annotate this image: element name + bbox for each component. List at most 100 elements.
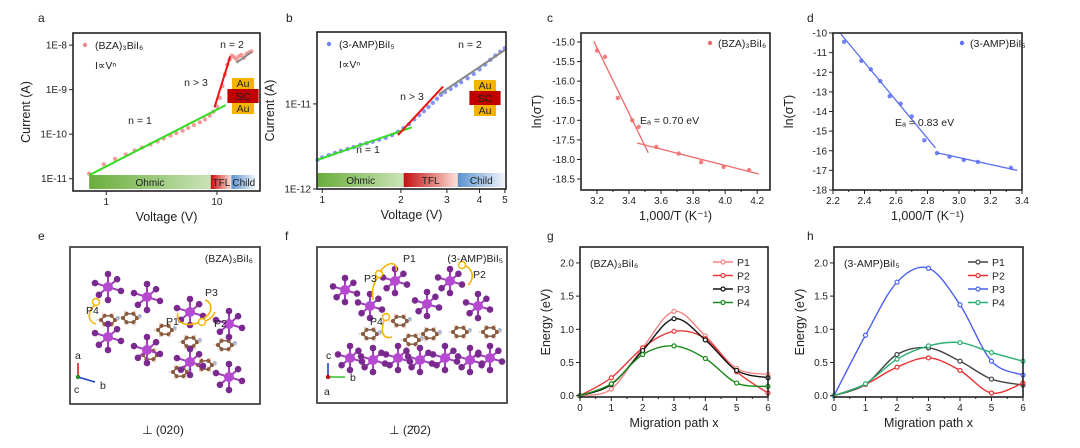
y-tick-label: -10 [813,29,828,40]
structure-title: (BZA)₃BiI₆ [205,253,253,265]
data-point [698,160,704,165]
structure-frame [316,246,508,404]
y-tick-label: -14 [813,107,828,118]
axis-label-b: b [100,380,106,392]
x-tick-label: 3 [444,195,450,206]
x-axis-title: 1,000/T (K⁻¹) [891,209,964,223]
data-point [239,52,244,58]
path-label-p3: P3 [364,273,377,285]
fit-line [88,104,227,177]
data-point [862,332,869,338]
y-tick-label: -11 [813,48,827,59]
y-axis-title: Current (A) [263,80,277,142]
fit-label: n = 2 [220,39,244,51]
path-p3 [203,299,212,319]
x-tick-label: 2 [640,403,646,414]
chart-title: (BZA)₃BiI₆ [590,258,638,270]
data-point [925,265,932,271]
x-tick-label: 4.0 [718,196,732,207]
path-label-p2: P2 [214,318,227,330]
bii6-octahedron [334,342,366,374]
x-tick-label: 10 [211,197,223,208]
x-tick-label: 6 [1020,403,1026,414]
formula-label: I∝Vⁿ [95,60,116,72]
data-point [430,100,436,106]
axis-label-c: c [74,384,79,396]
bii6-octahedron [404,344,436,376]
legend-label: (3-AMP)BiI₅ [339,39,395,51]
x-tick-label: 5 [989,403,995,414]
fit-line [235,51,253,64]
y-tick-label: -15.0 [552,38,575,49]
data-point [421,109,427,114]
legend-label: (BZA)₃BiI₆ [95,40,143,52]
x-tick-label: 3.2 [590,196,604,207]
y-tick-label: 1.0 [560,325,574,336]
legend-label: P1 [992,257,1005,269]
data-point [615,95,621,101]
y-axis-title: Energy (eV) [793,289,807,356]
region-label: TFL [213,178,231,189]
y-tick-label: 1E-10 [40,130,67,141]
path-p3 [371,276,379,301]
bii6-octahedron [434,265,466,297]
region-label: TFL [422,176,440,187]
legend-label: P4 [992,298,1005,310]
x-tick-label: 2.8 [921,196,935,207]
y-tick-label: -18.5 [552,175,575,186]
y-tick-label: 2.0 [560,258,574,269]
x-tick-label: 3.8 [686,196,700,207]
y-tick-label: -18.0 [552,155,575,166]
legend-label: P3 [992,284,1005,296]
y-tick-label: -13 [813,87,828,98]
x-tick-label: 4 [477,195,483,206]
bii6-octahedron [462,290,494,322]
legend-marker [975,272,981,279]
region-tfl [210,175,232,189]
path-p4 [88,303,97,325]
legend-marker [975,286,981,292]
chart-c: 3.2 3.4 3.6 3.8 4.0 4.2 -15.0 -15.5 -16.0 -16.5 -1… [530,32,771,223]
bii6-octahedron [411,288,443,320]
axis-label-a: a [75,350,81,362]
device-layer [473,80,497,91]
plot-area [840,33,1018,172]
x-tick-label: 4.2 [750,196,764,207]
activation-energy-label: Eₐ = 0.83 eV [895,117,954,129]
region-label: Child [232,178,255,189]
data-point [671,328,677,334]
y-tick-label: 1E-11 [285,99,311,110]
organic-cation [448,324,472,340]
data-point [636,124,641,130]
structure-panel-f: P1 P2 P3 P4 (3-AMP)BiI₅ c b a ⊥ (2̄02) [316,246,508,437]
y-tick-label: -16 [813,146,828,157]
x-tick-label: 6 [765,403,771,414]
data-point [197,120,203,125]
data-point [671,316,677,322]
structure-caption: ⊥ (020) [142,423,184,437]
data-point [608,375,614,381]
data-point [608,386,614,392]
legend-marker [720,259,726,265]
panel-labels: a b c d e f g h [38,11,814,243]
y-tick-label: 1E-12 [284,185,311,196]
panel-label-c: c [547,11,553,25]
legend-label: (BZA)₃BiI₆ [718,38,766,50]
path-label-p3: P3 [205,287,218,299]
data-point [602,54,608,60]
structure-title: (3-AMP)BiI₅ [447,253,503,265]
x-tick-label: 5 [734,403,740,414]
panel-label-g: g [547,229,554,243]
axis-label-c: c [326,350,331,362]
region-label: Ohmic [136,178,165,189]
y-tick-label: 1.5 [814,292,828,303]
x-tick-label: 3.0 [952,196,966,207]
chart-d: 2.2 2.4 2.6 2.8 3.0 3.2 3.4 -10 -11 -12 -13 -14 -15 -… [782,29,1029,224]
chart-g: 0 1 2 3 4 5 6 0.0 0.5 1.0 1.5 2.0 Migration path x En… [539,246,771,430]
device-layer-label: Au [237,103,250,115]
path-p1 [176,312,201,326]
data-point [894,279,900,285]
